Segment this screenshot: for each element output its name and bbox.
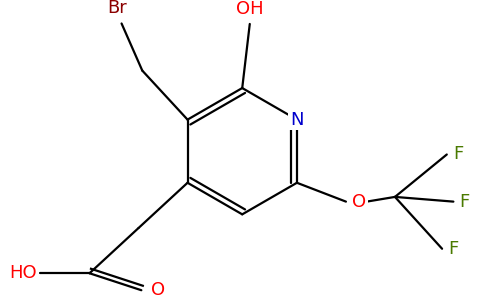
Text: O: O: [352, 193, 366, 211]
Text: N: N: [290, 111, 303, 129]
Text: HO: HO: [10, 264, 37, 282]
Text: F: F: [448, 240, 458, 258]
Text: O: O: [151, 281, 166, 299]
Text: OH: OH: [236, 0, 264, 18]
Text: F: F: [453, 146, 463, 164]
Text: Br: Br: [107, 0, 127, 17]
Text: F: F: [460, 193, 470, 211]
